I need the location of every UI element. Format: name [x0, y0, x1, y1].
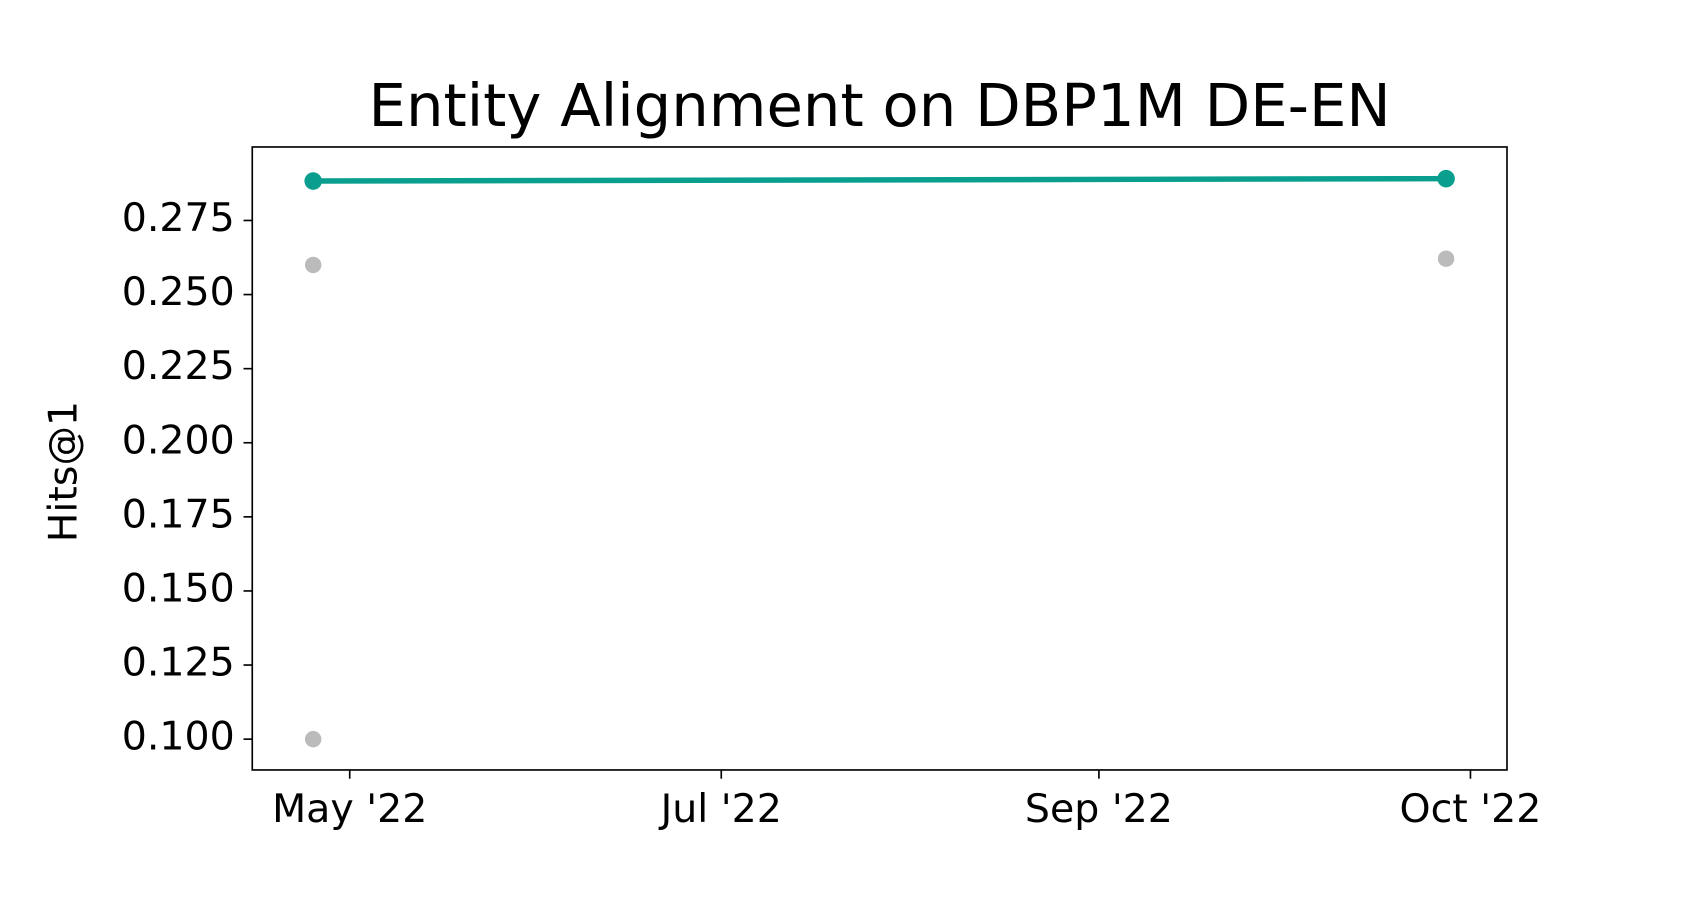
y-tick-label: 0.150 — [122, 565, 235, 611]
y-tick-label: 0.275 — [122, 195, 235, 241]
point — [304, 172, 322, 190]
y-tick-label: 0.200 — [122, 417, 235, 463]
label-mask — [87, 361, 242, 582]
point — [1437, 250, 1455, 267]
x-tick-label: Sep '22 — [1025, 786, 1173, 832]
chart-title: Entity Alignment on DBP1M DE-EN — [369, 71, 1391, 140]
y-tick-label: 0.225 — [122, 343, 235, 389]
x-tick-label: Jul '22 — [658, 786, 782, 832]
x-tick-label: Oct '22 — [1400, 786, 1542, 832]
y-axis-label: Hits@1 — [40, 401, 86, 542]
y-tick-label: 0.100 — [122, 714, 235, 760]
y-tick-label: 0.125 — [122, 640, 235, 686]
point — [304, 256, 322, 274]
x-tick-label: May '22 — [272, 786, 427, 832]
y-tick-label: 0.250 — [122, 269, 235, 315]
plot-frame — [251, 146, 1508, 771]
y-tick-label: 0.175 — [122, 491, 235, 537]
series-line — [313, 175, 1447, 184]
point — [1437, 169, 1455, 188]
point — [304, 730, 322, 748]
